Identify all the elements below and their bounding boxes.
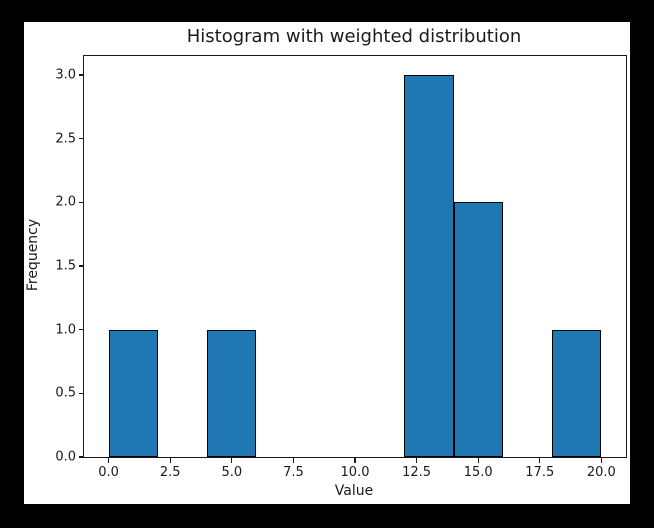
y-tick-label: 3.0: [55, 67, 76, 83]
x-tick-mark: [354, 458, 356, 463]
figure-canvas: Histogram with weighted distribution Fre…: [24, 22, 630, 504]
plot-area: 0.0 2.5 5.0 7.5 10.0 12.5 15.0 17.5 20.0 0.0 0.5 1.…: [55, 55, 627, 480]
histogram-bar: [552, 329, 602, 457]
x-tick-mark: [169, 458, 171, 463]
x-tick-mark: [477, 458, 479, 463]
chart-title: Histogram with weighted distribution: [186, 26, 522, 47]
y-tick-label: 1.0: [55, 322, 76, 338]
y-tick-label: 2.0: [55, 194, 76, 210]
x-tick-label: 17.5: [525, 465, 555, 480]
x-tick-mark: [415, 458, 418, 463]
y-tick-mark: [78, 392, 83, 394]
x-tick-mark: [231, 458, 233, 463]
y-tick-mark: [78, 74, 83, 76]
y-tick-mark: [78, 329, 83, 331]
x-tick-label: 0.0: [98, 465, 119, 480]
x-tick-label: 10.0: [340, 465, 370, 480]
x-tick-mark: [107, 458, 110, 463]
x-tick-label: 12.5: [402, 465, 432, 480]
y-tick-mark: [78, 265, 83, 267]
x-tick-label: 2.5: [159, 465, 181, 480]
x-tick-label: 15.0: [463, 465, 493, 480]
histogram-bar: [404, 75, 454, 457]
y-tick-label: 2.5: [55, 131, 76, 147]
y-tick-mark: [78, 456, 83, 458]
x-axis-label: Value: [334, 483, 374, 499]
x-tick-mark: [539, 458, 541, 463]
histogram-bar: [108, 329, 158, 457]
x-tick-mark: [292, 458, 295, 463]
histogram-bar: [453, 202, 503, 457]
x-tick-mark: [600, 458, 602, 463]
x-tick-label: 7.5: [283, 465, 304, 480]
y-tick-label: 0.5: [55, 385, 76, 401]
histogram-bar: [207, 329, 257, 457]
x-tick-label: 5.0: [221, 465, 243, 480]
x-tick-label: 20.0: [586, 465, 616, 480]
y-tick-mark: [78, 201, 83, 204]
y-tick-label: 0.0: [55, 449, 76, 465]
y-axis-label: Frequency: [25, 218, 41, 292]
y-tick-label: 1.5: [55, 258, 76, 274]
y-tick-mark: [78, 138, 83, 140]
